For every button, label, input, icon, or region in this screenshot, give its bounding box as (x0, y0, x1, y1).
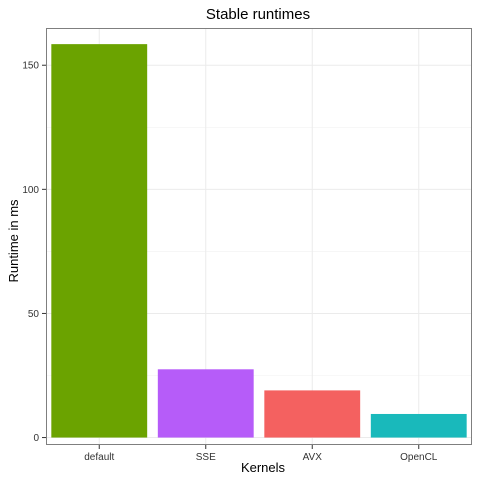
x-axis-ticks: default SSE AVX OpenCL (84, 445, 438, 463)
y-axis-label: Runtime in ms (6, 199, 21, 283)
bar-avx (264, 390, 361, 438)
y-axis-ticks: 0 50 100 150 (22, 61, 46, 444)
x-tick-label: default (84, 452, 114, 463)
bar-default (51, 44, 148, 438)
x-tick-label: SSE (196, 452, 216, 463)
y-tick-label: 100 (22, 185, 39, 196)
panel-border (46, 28, 472, 445)
bar-sse (157, 369, 254, 438)
y-tick-label: 150 (22, 61, 39, 72)
bar-opencl (370, 413, 467, 438)
y-tick-label: 0 (33, 433, 39, 444)
x-axis-label: Kernels (241, 460, 286, 475)
y-tick-label: 50 (28, 309, 40, 320)
x-tick-label: AVX (303, 452, 323, 463)
chart-title: Stable runtimes (206, 6, 310, 23)
x-tick-label: OpenCL (400, 452, 438, 463)
bars (51, 44, 467, 438)
